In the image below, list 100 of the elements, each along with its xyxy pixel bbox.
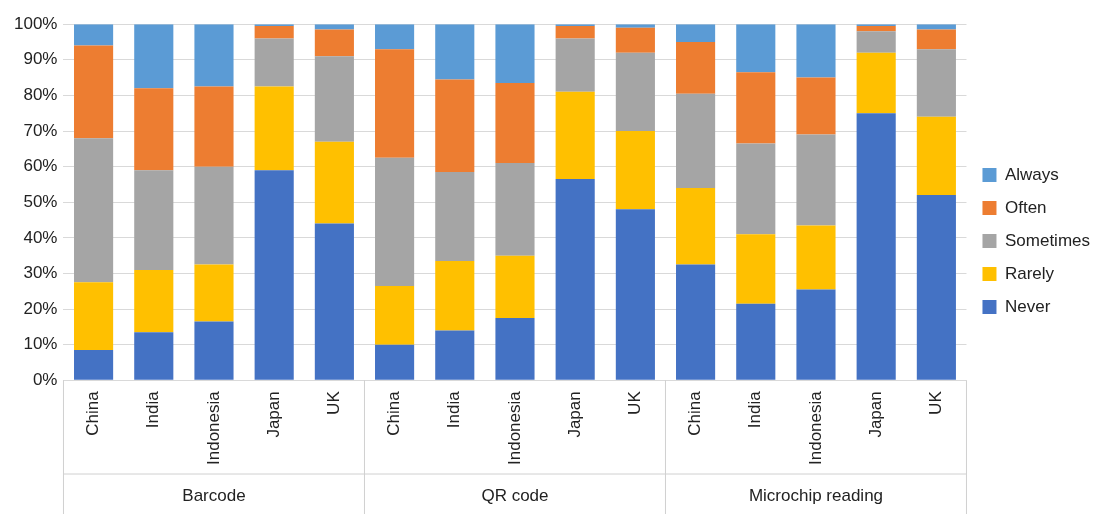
bar [134,170,174,270]
bar [74,350,114,380]
bar [194,86,234,167]
bar [254,25,294,39]
legend-label: Often [1004,197,1047,217]
y-tick-label: 60% [23,156,58,176]
bar [916,24,956,30]
bar [254,86,294,171]
bar [495,82,535,164]
bar [194,321,234,380]
x-tick-label: Indonesia [805,390,825,466]
bar [615,209,655,380]
bar [736,303,776,380]
bar [495,317,535,380]
legend-label: Sometimes [1004,230,1091,250]
bar [74,282,114,351]
x-tick-label: Indonesia [203,390,223,466]
bar [856,52,896,114]
bar [435,260,475,331]
x-tick-label: Japan [263,391,283,438]
legend-label: Never [1004,296,1051,316]
x-tick-label: Japan [865,391,885,438]
bar [916,116,956,196]
bar [555,179,595,380]
bar [314,24,354,30]
bar [615,131,655,210]
bar [555,91,595,180]
bar [856,25,896,32]
text: QR code [481,485,549,505]
bar [375,49,415,158]
bar [74,24,114,46]
bar [495,163,535,256]
x-tick-label: UK [926,390,946,415]
bar [134,269,174,333]
bar [555,25,595,39]
bar [375,157,415,286]
bar [134,88,174,171]
bar [615,52,655,132]
bar [435,171,475,261]
bar [615,27,655,53]
bar [194,24,234,87]
y-tick-label: 50% [23,191,58,211]
y-tick-label: 10% [23,334,58,354]
bar [254,170,294,380]
bar [916,29,956,50]
bar [435,330,475,380]
x-tick-label: Indonesia [504,390,524,466]
bar [495,255,535,318]
bar [796,225,836,290]
x-tick-label: China [83,390,103,436]
x-tick-label: India [143,390,163,429]
bar [375,24,415,50]
bar [676,42,716,94]
text: Microchip reading [748,485,884,505]
bar [796,289,836,380]
legend-label: Always [1004,164,1059,184]
legend-label: Rarely [1004,263,1055,283]
y-tick-label: 70% [23,120,58,140]
x-tick-label: India [444,390,464,429]
bar [676,187,716,265]
y-tick-label: 0% [32,369,58,389]
x-tick-label: India [745,390,765,429]
y-tick-label: 100% [14,13,58,33]
x-tick-label: China [685,390,705,436]
bar [435,24,475,80]
bar [194,166,234,265]
bar [736,143,776,235]
bar [736,234,776,304]
bar [676,24,716,42]
bar [314,56,354,142]
bar [74,138,114,283]
x-tick-label: UK [324,390,344,415]
y-tick-label: 40% [23,227,58,247]
x-tick-label: UK [625,390,645,415]
bar [796,134,836,226]
bar [314,141,354,224]
bar [314,223,354,380]
y-tick-label: 20% [23,298,58,318]
bar [676,264,716,380]
bar [736,72,776,144]
bar [796,24,836,78]
bar [134,332,174,380]
x-tick-label: Japan [564,391,584,438]
bar [676,93,716,188]
y-tick-label: 80% [23,85,58,105]
bar [134,24,174,89]
bar [916,195,956,380]
bar [375,344,415,380]
bar [74,45,114,139]
bar [856,113,896,380]
bar [736,24,776,73]
bar [375,285,415,345]
bar [796,77,836,135]
bar [916,49,956,117]
bar [495,24,535,83]
bar [254,38,294,87]
y-tick-label: 90% [23,49,58,69]
bar [314,29,354,57]
text: Barcode [182,485,246,505]
bar [435,79,475,172]
